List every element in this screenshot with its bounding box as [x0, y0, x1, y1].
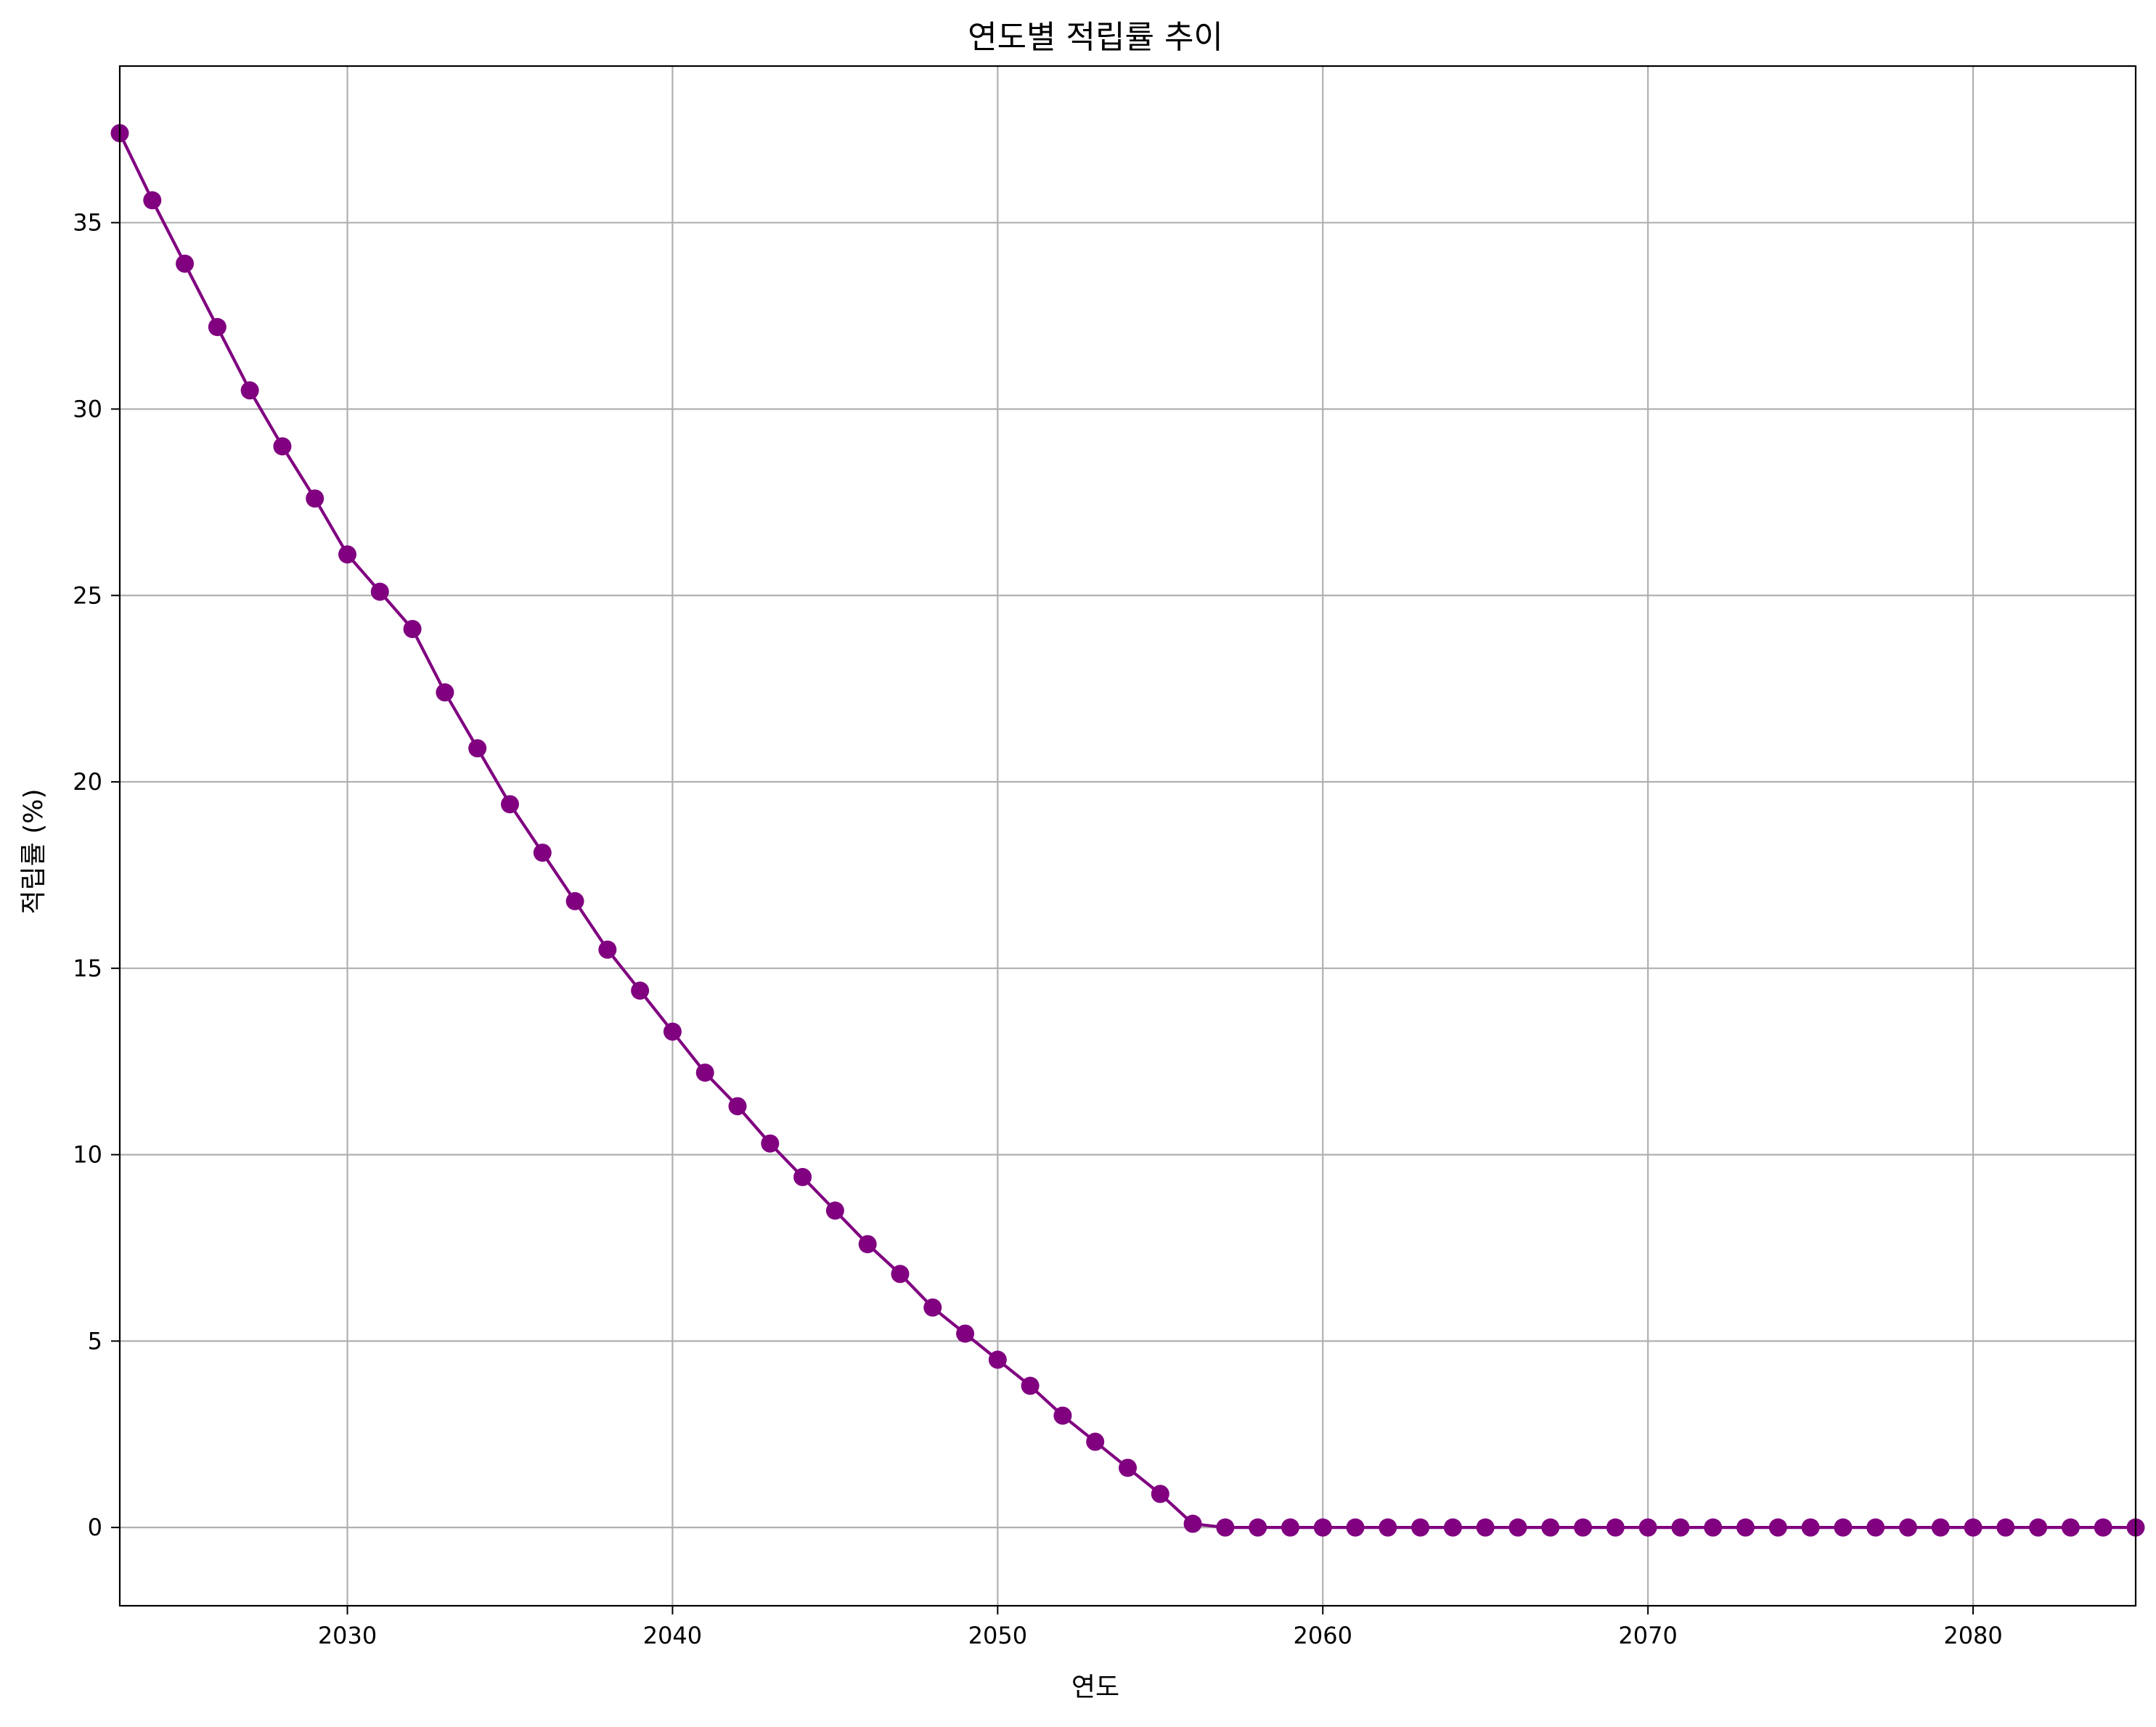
data-point	[1996, 1518, 2015, 1537]
y-tick-label: 5	[88, 1327, 102, 1355]
data-point	[1964, 1518, 1983, 1537]
data-point	[793, 1167, 812, 1186]
data-point	[1313, 1518, 1332, 1537]
data-point	[1249, 1518, 1267, 1537]
data-point	[306, 489, 324, 508]
data-point	[1411, 1518, 1430, 1537]
data-point	[988, 1350, 1007, 1369]
data-point	[761, 1134, 780, 1153]
data-point	[1736, 1518, 1755, 1537]
x-tick-label: 2030	[318, 1622, 377, 1649]
data-point	[923, 1298, 942, 1317]
data-point	[338, 545, 357, 564]
data-point	[1801, 1518, 1820, 1537]
data-point	[2094, 1518, 2112, 1537]
data-point	[631, 981, 650, 1000]
y-axis-label: 적립률 (%)	[19, 788, 49, 914]
data-point	[176, 254, 195, 273]
data-point	[1379, 1518, 1397, 1537]
data-point	[728, 1097, 747, 1116]
data-point	[240, 381, 259, 400]
data-point	[1671, 1518, 1690, 1537]
data-point	[1281, 1518, 1299, 1537]
data-point	[1834, 1518, 1853, 1537]
y-tick-label: 30	[73, 395, 102, 422]
data-point	[565, 891, 584, 910]
data-point	[1346, 1518, 1365, 1537]
series-layer	[110, 123, 2145, 1537]
data-point	[598, 940, 617, 959]
data-point	[1151, 1485, 1169, 1503]
data-point	[1638, 1518, 1657, 1537]
data-point	[1086, 1432, 1105, 1451]
plot-frame	[118, 65, 2137, 1607]
data-point	[1606, 1518, 1625, 1537]
data-point	[1443, 1518, 1462, 1537]
data-point	[500, 795, 519, 814]
data-point	[1704, 1518, 1723, 1537]
data-point	[1476, 1518, 1495, 1537]
data-point	[1541, 1518, 1560, 1537]
data-point	[1866, 1518, 1885, 1537]
data-point	[208, 317, 226, 336]
data-point	[695, 1063, 714, 1082]
data-point	[1183, 1514, 1202, 1533]
data-point	[533, 844, 552, 862]
data-point	[891, 1265, 910, 1283]
axes-layer	[118, 65, 2137, 1607]
y-tick-label: 35	[73, 209, 102, 237]
data-point	[2061, 1518, 2080, 1537]
data-point	[825, 1201, 844, 1220]
chart-title: 연도별 적립률 추이	[968, 19, 1223, 56]
x-tick-label: 2040	[643, 1622, 702, 1649]
data-point	[663, 1022, 682, 1041]
data-point	[1119, 1458, 1137, 1477]
x-tick-label: 2050	[968, 1622, 1027, 1649]
data-point	[1768, 1518, 1787, 1537]
y-tick-label: 15	[73, 955, 102, 982]
data-point	[956, 1324, 975, 1343]
data-point	[1508, 1518, 1527, 1537]
y-tick-label: 20	[73, 768, 102, 796]
data-point	[1574, 1518, 1593, 1537]
data-point	[1898, 1518, 1917, 1537]
ticks-layer: 2030 2040 2050 2060 2070 2080 0 5 10 15 20 25 30 35	[73, 209, 2002, 1649]
data-point	[436, 683, 454, 702]
x-axis-label: 연도	[1071, 1673, 1119, 1702]
data-point	[403, 619, 422, 638]
data-point	[468, 739, 487, 758]
data-point	[273, 437, 292, 456]
series-line	[118, 132, 2136, 1530]
x-tick-label: 2070	[1618, 1622, 1677, 1649]
y-tick-label: 0	[88, 1514, 102, 1541]
data-point	[370, 582, 389, 601]
y-tick-label: 25	[73, 581, 102, 609]
data-point	[1216, 1518, 1235, 1537]
data-point	[143, 191, 162, 210]
data-point	[858, 1235, 877, 1254]
data-point	[1053, 1406, 1072, 1425]
data-point	[2029, 1518, 2048, 1537]
grid-layer	[120, 66, 2136, 1606]
x-tick-label: 2060	[1294, 1622, 1352, 1649]
data-point	[1931, 1518, 1950, 1537]
data-point	[1021, 1376, 1040, 1395]
x-tick-label: 2080	[1943, 1622, 2002, 1649]
y-tick-label: 10	[73, 1141, 102, 1169]
